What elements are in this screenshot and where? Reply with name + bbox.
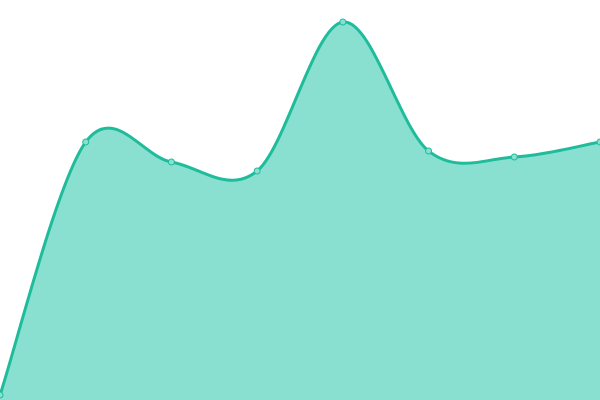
- data-point-3: [253, 167, 261, 175]
- data-point-0: [0, 391, 4, 399]
- area-fill: [0, 21, 600, 400]
- data-point-4: [339, 18, 347, 26]
- data-points: [0, 18, 600, 399]
- data-point-1: [82, 138, 90, 146]
- series-line: [0, 20, 600, 396]
- data-point-5: [425, 147, 433, 155]
- data-point-2: [167, 158, 175, 166]
- data-point-6: [510, 153, 518, 161]
- data-point-7: [596, 138, 600, 146]
